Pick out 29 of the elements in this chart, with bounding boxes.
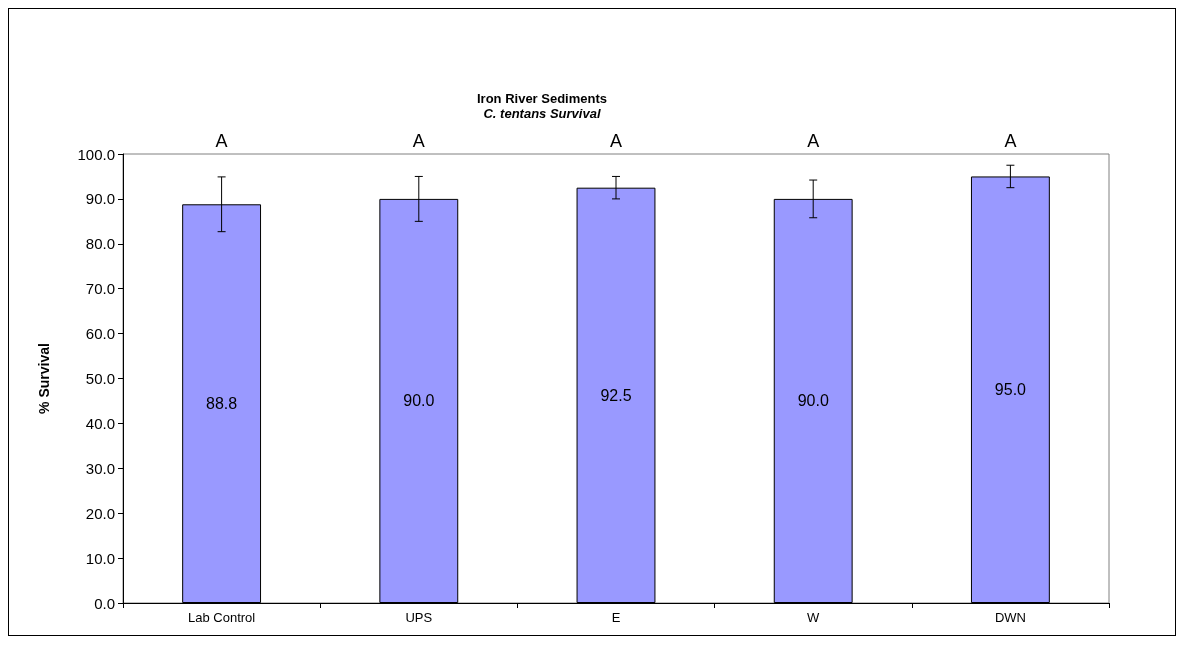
data-label: 90.0 — [403, 392, 435, 410]
y-tick-label: 90.0 — [85, 190, 115, 208]
x-tick-label: UPS — [405, 610, 433, 625]
y-tick-label: 0.0 — [94, 594, 115, 612]
chart-title: Iron River Sediments — [476, 91, 608, 106]
y-tick-label: 10.0 — [85, 549, 115, 567]
data-label: 88.8 — [206, 395, 238, 413]
y-axis-title: % Survival — [36, 343, 52, 414]
data-label: 90.0 — [797, 392, 829, 410]
y-tick-label: 50.0 — [85, 370, 115, 387]
x-tick-label: DWN — [994, 610, 1026, 625]
x-tick-label: W — [807, 610, 821, 625]
y-tick-label: 20.0 — [85, 504, 115, 522]
x-tick-label: E — [611, 610, 621, 625]
text: A — [412, 131, 425, 151]
data-label: 92.5 — [600, 386, 632, 404]
text: A — [215, 131, 228, 151]
y-tick-label: 80.0 — [85, 235, 115, 253]
y-tick-label: 40.0 — [85, 414, 115, 432]
y-tick-label: 30.0 — [85, 459, 115, 477]
text: A — [609, 131, 623, 151]
chart-subtitle: C. tentans Survival — [483, 106, 601, 121]
data-label: 95.0 — [994, 381, 1027, 399]
x-tick-label: Lab Control — [187, 610, 256, 625]
text: A — [1004, 131, 1017, 151]
y-tick-label: 60.0 — [85, 325, 115, 343]
y-tick-label: 100.0 — [77, 145, 115, 163]
y-tick-label: 70.0 — [85, 280, 115, 298]
text: A — [807, 131, 820, 151]
